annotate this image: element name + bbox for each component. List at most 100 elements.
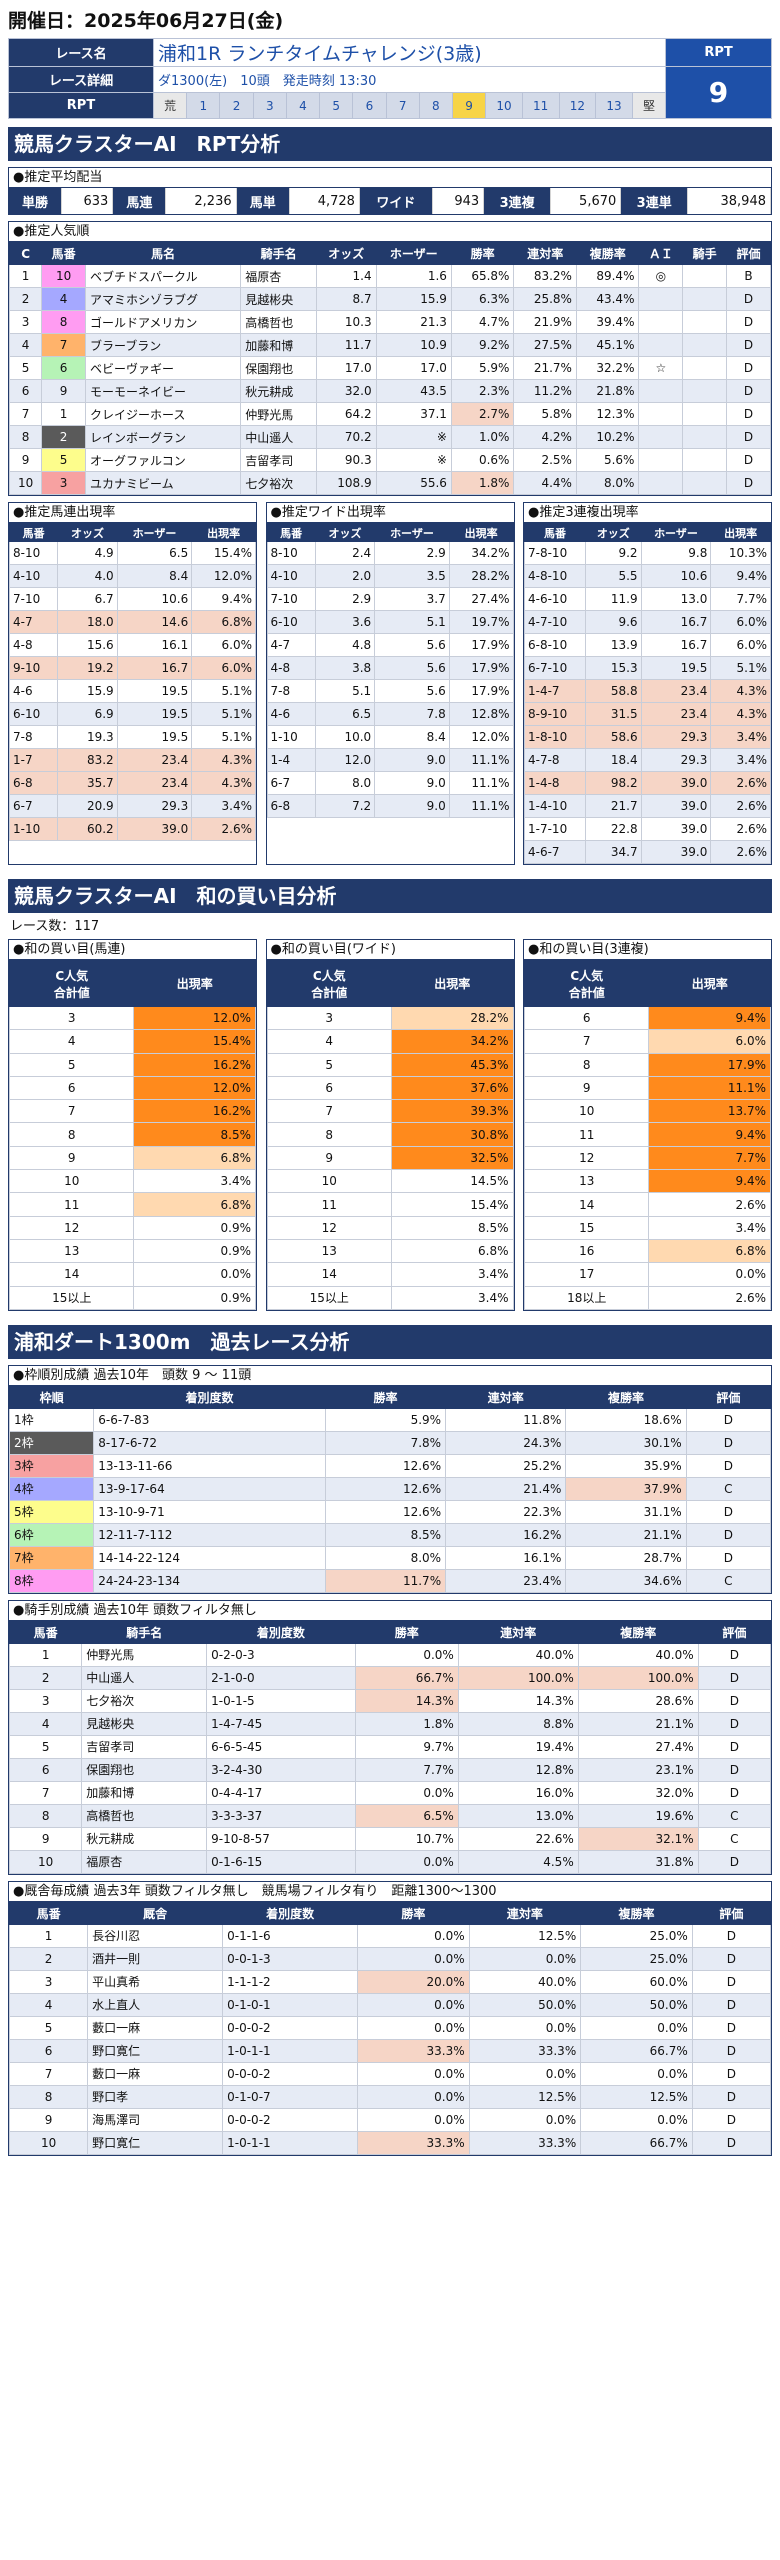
rate-box: ●推定馬連出現率 馬番 オッズ ホーザー 出現率 8-10 4.9 6.5 15.4% 4-10 4… <box>8 502 257 865</box>
jockey-name: 中山遥人 <box>81 1665 208 1690</box>
waku-cell: 2枠 <box>8 1430 95 1455</box>
popularity-cell-win: 65.8% <box>450 264 515 288</box>
payout-label: ワイド <box>359 188 433 214</box>
jockey-place2: 12.8% <box>457 1757 579 1782</box>
rate-cell: 23.4 <box>640 702 712 726</box>
jockey-table: 馬番 騎手名 着別度数 勝率 連対率 複勝率 評価 1 仲野光馬 0-2-0-3 0.0% 40.0… <box>8 1620 772 1874</box>
buy-row: 13 6.8% <box>266 1238 514 1264</box>
popularity-cell-win: 1.0% <box>450 425 515 449</box>
rate-cell: 19.7% <box>448 610 514 634</box>
rate-header: オッズ <box>314 523 376 542</box>
rates-row: ●推定馬連出現率 馬番 オッズ ホーザー 出現率 8-10 4.9 6.5 15.4% 4-10 4… <box>8 502 772 871</box>
rate-cell: 18.0 <box>57 610 118 634</box>
rate-row: 1-10 10.0 8.4 12.0% <box>266 725 514 749</box>
rate-header: 馬番 <box>523 523 587 542</box>
stable-row: 6 野口寛仁 1-0-1-1 33.3% 33.3% 66.7% D <box>8 2038 772 2063</box>
waku-grade: C <box>685 1476 772 1501</box>
rate-cell: 5.1 <box>314 679 376 703</box>
jockey-place2: 19.4% <box>457 1734 579 1759</box>
stable-num: 3 <box>8 1969 89 1994</box>
buy-sum: 9 <box>266 1145 392 1171</box>
popularity-cell-place3: 5.6% <box>575 448 640 472</box>
buy-row: 10 14.5% <box>266 1169 514 1194</box>
rate-cell: 4.8 <box>314 633 376 657</box>
popularity-cell-jk <box>682 333 728 357</box>
popularity-cell-name: オーグファルコン <box>84 448 242 472</box>
jockey-grade: C <box>697 1803 772 1828</box>
payout-label: 単勝 <box>9 188 62 214</box>
popularity-cell-win: 4.7% <box>450 310 515 334</box>
rate-cell: 3.7 <box>374 587 450 611</box>
buy-sum: 11 <box>8 1192 135 1217</box>
payout-value: 5,670 <box>550 188 622 214</box>
jockey-num: 5 <box>8 1734 83 1759</box>
popularity-cell-c: 5 <box>8 356 43 380</box>
rate-cell: 1-8-10 <box>523 725 587 749</box>
rate-cell: 7.2 <box>314 794 376 818</box>
rate-cell: 60.2 <box>57 817 118 841</box>
jockey-header: 複勝率 <box>577 1620 699 1644</box>
popularity-cell-c: 4 <box>8 333 43 357</box>
rate-cell: 4-8 <box>8 633 59 657</box>
waku-grade: C <box>685 1568 772 1593</box>
rate-cell: 4-10 <box>8 564 59 588</box>
stable-row: 5 藪口一麻 0-0-0-2 0.0% 0.0% 0.0% D <box>8 2015 772 2040</box>
buy-row: 15以上 0.9% <box>8 1285 256 1310</box>
rate-cell: 8.0 <box>314 771 376 795</box>
jockey-grade: D <box>697 1711 772 1736</box>
popularity-row: 6 9 モーモーネイビー 秋元耕成 32.0 43.5 2.3% 11.2% 21.8% D <box>8 379 771 403</box>
stable-header: 着別度数 <box>222 1901 359 1925</box>
buy-row: 8 8.5% <box>8 1122 256 1147</box>
buy-rate: 8.5% <box>390 1215 514 1240</box>
payout-box: ●推定平均配当 単勝 633 馬連 2,236 馬単 4,728 ワイド 943 3連複 5,67… <box>8 167 772 215</box>
popularity-cell-hoser: 15.9 <box>375 287 452 311</box>
popularity-row: 9 5 オーグファルコン 吉留孝司 90.3 ※ 0.6% 2.5% 5.6% D <box>8 448 771 472</box>
stable-grade: D <box>691 1969 772 1994</box>
stable-grade: D <box>691 2130 772 2155</box>
buy-sum: 12 <box>523 1145 650 1171</box>
waku-grade: D <box>685 1453 772 1478</box>
stable-win: 20.0% <box>357 1969 470 1994</box>
stable-place3: 0.0% <box>580 2061 693 2086</box>
popularity-cell-name: レインボーグラン <box>84 425 242 449</box>
popularity-cell-ai <box>638 448 684 472</box>
rate-cell: 6-7 <box>8 794 59 818</box>
rpt-value: 9 <box>665 66 772 119</box>
popularity-cell-num: 5 <box>41 448 86 472</box>
buy-row: 9 6.8% <box>8 1145 256 1171</box>
rate-cell: 14.6 <box>116 610 193 634</box>
rate-cell: 6-7 <box>266 771 316 795</box>
popularity-cell-ai <box>638 333 684 357</box>
stable-grade: D <box>691 1992 772 2017</box>
buy-header: 出現率 <box>390 960 514 1007</box>
rate-cell: 16.7 <box>640 610 712 634</box>
buy-row: 11 9.4% <box>523 1122 771 1147</box>
popularity-cell-place2: 11.2% <box>513 379 577 403</box>
popularity-cell-win: 2.3% <box>450 379 515 403</box>
waku-place2: 22.3% <box>445 1499 567 1524</box>
popularity-cell-place3: 39.4% <box>575 310 640 334</box>
popularity-cell-odds: 10.3 <box>315 310 377 334</box>
jockey-row: 2 中山遥人 2-1-0-0 66.7% 100.0% 100.0% D <box>8 1665 772 1690</box>
buy-rate: 34.2% <box>390 1029 514 1054</box>
popularity-cell-grade: D <box>726 471 771 495</box>
buy-row: 10 3.4% <box>8 1169 256 1194</box>
rate-cell: 5.6 <box>374 656 450 680</box>
buy-rate: 6.8% <box>648 1238 771 1264</box>
popularity-cell-c: 3 <box>8 310 43 334</box>
popularity-cell-jk <box>682 425 728 449</box>
jockey-box: ●騎手別成績 過去10年 頭数フィルタ無し 馬番 騎手名 着別度数 勝率 連対率 複勝率評… <box>8 1599 772 1875</box>
waku-win: 8.0% <box>324 1545 447 1570</box>
buy-row: 14 0.0% <box>8 1262 256 1287</box>
buy-sum: 3 <box>266 1005 392 1031</box>
buy-rate: 3.4% <box>133 1169 256 1194</box>
jockey-record: 0-2-0-3 <box>206 1642 356 1667</box>
jockey-row: 9 秋元耕成 9-10-8-57 10.7% 22.6% 32.1% C <box>8 1826 772 1851</box>
buy-row: 7 39.3% <box>266 1099 514 1124</box>
payout-value: 633 <box>61 188 114 214</box>
rate-cell: 9.0 <box>374 771 450 795</box>
jockey-name: 秋元耕成 <box>81 1826 208 1851</box>
buy-rate: 39.3% <box>390 1099 514 1124</box>
rate-cell: 15.9 <box>57 679 118 703</box>
rate-cell: 34.2% <box>448 541 514 565</box>
